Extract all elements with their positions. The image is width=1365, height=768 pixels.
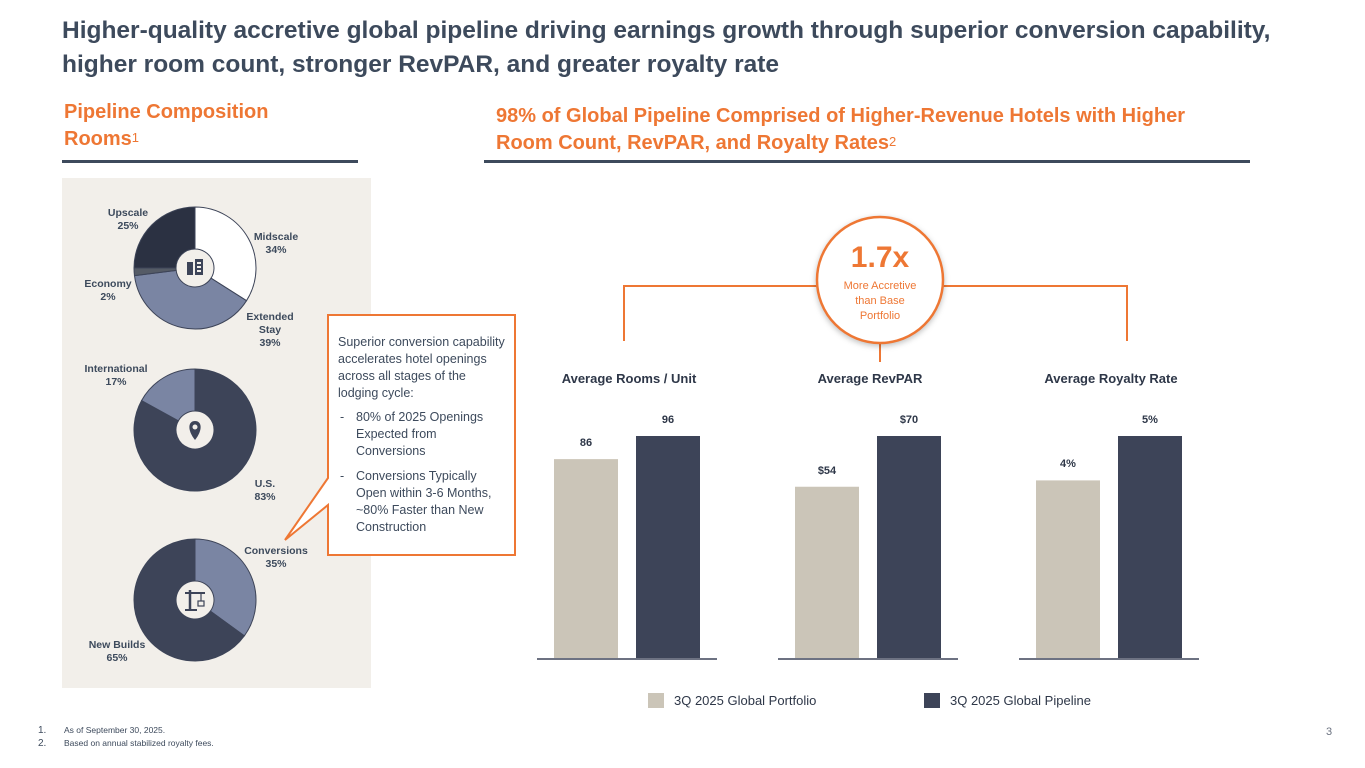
- left-header-divider: [62, 160, 358, 163]
- label-us: U.S. 83%: [254, 478, 276, 503]
- bar-value-label: 96: [661, 414, 675, 426]
- bar-portfolio: [554, 459, 618, 658]
- label-economy: Economy 2%: [84, 278, 132, 303]
- footnote-ref-1: 1: [131, 130, 140, 145]
- bar-portfolio: [1036, 480, 1100, 658]
- chart-title-royalty: Average Royalty Rate: [1044, 371, 1178, 386]
- label-conversions: Conversions 35%: [244, 545, 308, 570]
- bar-value-label: $54: [817, 464, 837, 477]
- global-pipeline-header: 98% of Global Pipeline Comprised of High…: [496, 103, 1276, 157]
- pipeline-composition-line2: Rooms: [64, 128, 132, 150]
- chart-title-rooms: Average Rooms / Unit: [561, 371, 697, 386]
- callout-bullet: Conversions Typically Open within 3-6 Mo…: [338, 468, 508, 536]
- bar-value-label: 5%: [1142, 414, 1158, 426]
- legend-label-portfolio: 3Q 2025 Global Portfolio: [674, 693, 817, 708]
- label-upscale: Upscale 25%: [107, 207, 149, 232]
- pipeline-composition-header: Pipeline Composition Rooms1: [64, 99, 364, 153]
- bar-chart-0: [537, 436, 717, 660]
- callout-text: Superior conversion capability accelerat…: [338, 334, 508, 544]
- slice-new-builds: [133, 538, 246, 662]
- donut-development-type: [133, 538, 257, 662]
- legend-item-pipeline: 3Q 2025 Global Pipeline: [924, 693, 1091, 708]
- footnote-ref-2: 2: [889, 134, 897, 149]
- crane-icon: [185, 590, 205, 611]
- pipeline-composition-line1: Pipeline Composition: [64, 101, 269, 123]
- chart-title-revpar: Average RevPAR: [817, 371, 923, 386]
- legend-swatch-pipeline: [924, 693, 940, 708]
- legend-label-pipeline: 3Q 2025 Global Pipeline: [950, 693, 1091, 708]
- global-pipeline-line1: 98% of Global Pipeline Comprised of High…: [496, 105, 1185, 127]
- slice-upscale: [133, 206, 196, 269]
- label-midscale: Midscale 34%: [253, 231, 299, 256]
- bar-pipeline: [1118, 436, 1182, 658]
- callout-intro: Superior conversion capability accelerat…: [338, 335, 505, 400]
- label-new-builds: New Builds 65%: [88, 639, 146, 664]
- label-extended-stay: Extended Stay 39%: [246, 311, 294, 349]
- donut-geography: [133, 368, 257, 492]
- legend-swatch-portfolio: [648, 693, 664, 708]
- location-pin-icon: [189, 421, 201, 440]
- page-number: 3: [1326, 726, 1333, 738]
- slice-conversions: [194, 538, 257, 637]
- bar-value-label: 4%: [1060, 458, 1076, 471]
- bar-pipeline: [636, 436, 700, 658]
- callout-bullets: 80% of 2025 Openings Expected from Conve…: [338, 409, 508, 536]
- slice-midscale: [194, 206, 257, 302]
- building-icon: [187, 259, 203, 275]
- footnote-1: 1. As of September 30, 2025.: [38, 725, 166, 736]
- footnotes: 1. As of September 30, 2025. 2. Based on a…: [38, 724, 214, 750]
- label-international: International 17%: [84, 363, 148, 388]
- callout-bullet: 80% of 2025 Openings Expected from Conve…: [338, 409, 508, 460]
- legend-item-portfolio: 3Q 2025 Global Portfolio: [648, 693, 816, 708]
- donut-segment: [133, 206, 257, 330]
- right-header-divider: [484, 160, 1250, 163]
- footnote-2: 2. Based on annual stabilized royalty fee…: [38, 738, 214, 749]
- bar-chart-2: [1019, 436, 1199, 660]
- page-title: Higher-quality accretive global pipeline…: [62, 17, 1271, 78]
- slice-international: [140, 368, 196, 422]
- accretive-label: More Accretive than Base Portfolio: [843, 280, 917, 322]
- slice-extended-stay: [133, 269, 248, 330]
- bar-pipeline: [877, 436, 941, 658]
- global-pipeline-line2: Room Count, RevPAR, and Royalty Rates: [496, 132, 890, 154]
- slice-u-s-: [133, 368, 257, 492]
- accretive-badge: 1.7x More Accretive than Base Portfolio: [817, 240, 943, 324]
- bar-value-label: $70: [899, 414, 919, 426]
- bar-value-label: 86: [579, 437, 593, 450]
- accretive-value: 1.7x: [850, 241, 910, 274]
- bar-chart-1: [778, 436, 958, 660]
- bar-portfolio: [795, 486, 859, 658]
